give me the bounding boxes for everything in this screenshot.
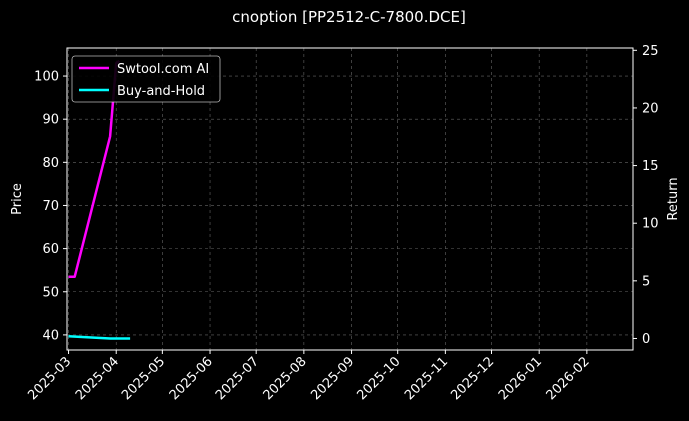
chart-title: cnoption [PP2512-C-7800.DCE] xyxy=(232,8,466,26)
y-axis-label: Price xyxy=(10,183,25,215)
y-tick-label: 70 xyxy=(42,199,59,214)
y-tick-label: 90 xyxy=(42,113,59,128)
x-tick-label: 2025-11 xyxy=(402,354,451,403)
x-tick-label: 2026-01 xyxy=(496,354,545,403)
legend-label-buy-and-hold: Buy-and-Hold xyxy=(117,84,205,99)
y-tick-label: 50 xyxy=(42,285,59,300)
series-line-buy-and-hold xyxy=(68,334,131,340)
plot-frame xyxy=(66,47,634,351)
y-tick-label: 100 xyxy=(34,70,59,85)
x-tick-label: 2025-12 xyxy=(448,354,497,403)
x-axis: 2025-032025-042025-052025-062025-072025-… xyxy=(25,350,593,403)
y-tick-label: 60 xyxy=(42,242,59,257)
x-tick-label: 2025-05 xyxy=(119,354,168,403)
x-tick-label: 2025-08 xyxy=(261,354,310,403)
x-tick-label: 2025-07 xyxy=(213,354,262,403)
y-axis-right: 0 5 10 15 20 25 xyxy=(633,44,659,347)
y2-tick-label: 0 xyxy=(642,332,650,347)
y2-tick-label: 10 xyxy=(642,217,659,232)
x-tick-label: 2025-06 xyxy=(167,354,216,403)
y2-tick-label: 15 xyxy=(642,159,659,174)
x-tick-label: 2025-09 xyxy=(308,354,357,403)
x-tick-label: 2025-04 xyxy=(73,354,122,403)
y2-tick-label: 5 xyxy=(642,274,650,289)
legend: Swtool.com AI Buy-and-Hold xyxy=(71,55,221,103)
x-tick-label: 2026-02 xyxy=(544,354,593,403)
x-tick-label: 2025-10 xyxy=(354,354,403,403)
y-axis-left: 40 50 60 70 80 90 100 xyxy=(34,70,67,343)
y-tick-label: 40 xyxy=(42,328,59,343)
y2-tick-label: 25 xyxy=(642,44,659,59)
legend-label-swtool: Swtool.com AI xyxy=(117,62,209,77)
y2-tick-label: 20 xyxy=(642,101,659,116)
y2-axis-label: Return xyxy=(666,177,681,220)
y-tick-label: 80 xyxy=(42,156,59,171)
x-tick-label: 2025-03 xyxy=(25,354,74,403)
